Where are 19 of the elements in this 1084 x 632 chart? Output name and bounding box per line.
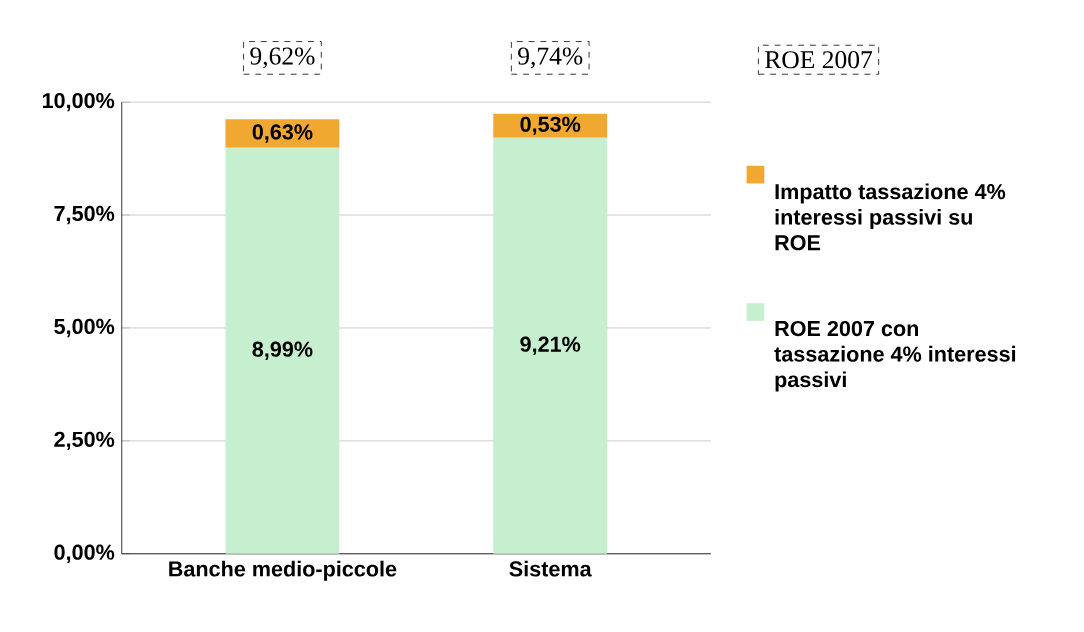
y-tick-label: 0,00%: [54, 544, 115, 563]
legend-label: ROE 2007 con tassazione 4% interessi passivi: [774, 320, 1016, 392]
y-tick-label: 7,50%: [54, 205, 115, 225]
x-tick-label: Sistema: [509, 560, 592, 577]
y-tick-label: 10,00%: [42, 92, 115, 112]
data-label: 9,21%: [520, 336, 581, 355]
legend-title: ROE 2007: [765, 50, 873, 69]
bar: [225, 147, 340, 554]
y-tick-label: 2,50%: [54, 431, 115, 450]
bar: [225, 119, 340, 148]
y-tick-label: 5,00%: [54, 318, 115, 338]
x-tick-label: Banche medio-piccole: [169, 560, 397, 581]
total-label: 9,74%: [518, 47, 583, 69]
data-label: 0,53%: [520, 116, 581, 135]
legend-label: Impatto tassazione 4% interessi passivi su ROE: [775, 183, 1006, 251]
data-label: 8,99%: [252, 341, 313, 360]
data-label: 0,63%: [252, 124, 313, 143]
bar: [493, 137, 608, 554]
total-label: 9,62%: [250, 47, 315, 69]
